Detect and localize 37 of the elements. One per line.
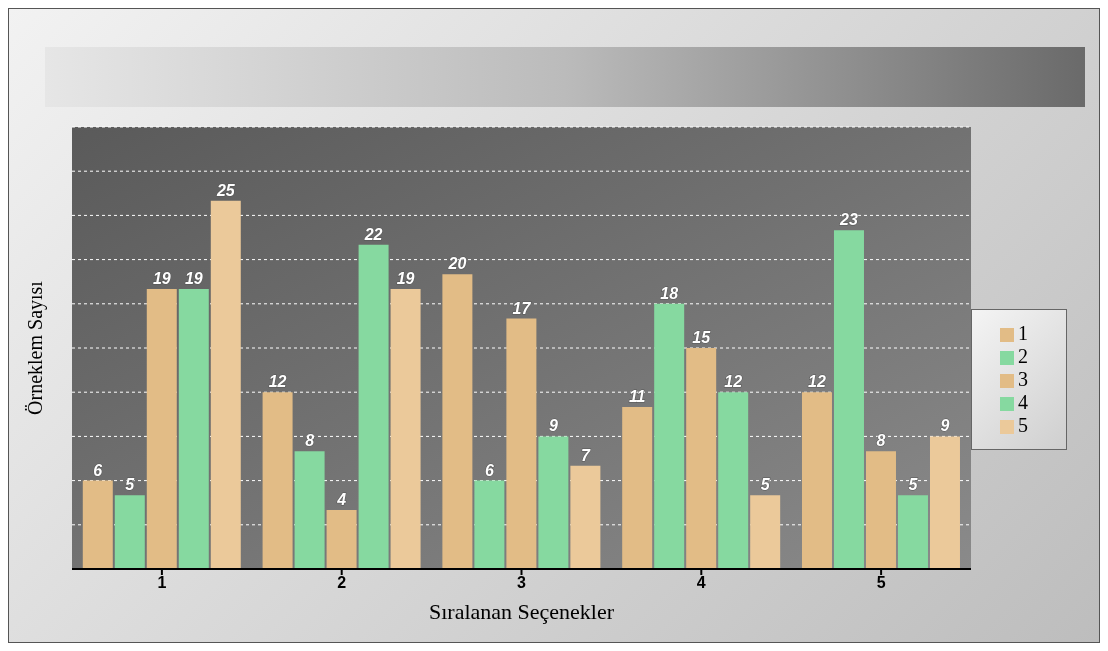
data-label: 19 — [184, 270, 203, 288]
data-label: 5 — [760, 476, 771, 494]
legend-label: 2 — [1018, 344, 1028, 367]
data-label: 23 — [839, 211, 858, 229]
data-label: 6 — [484, 461, 494, 479]
data-label: 6 — [93, 461, 103, 479]
data-label: 12 — [724, 373, 743, 391]
x-tick-label: 4 — [696, 574, 706, 592]
data-label: 19 — [396, 270, 415, 288]
data-label: 4 — [336, 491, 347, 509]
legend-label: 3 — [1018, 367, 1028, 390]
data-label: 15 — [692, 329, 712, 346]
data-label: 11 — [628, 387, 646, 405]
data-label: 19 — [152, 270, 171, 288]
x-tick-label: 5 — [876, 574, 886, 592]
data-label: 22 — [363, 225, 383, 243]
legend-label: 1 — [1018, 321, 1028, 344]
data-label: 18 — [660, 284, 679, 302]
y-axis-title: Örneklem Sayısı — [24, 280, 48, 415]
data-label: 12 — [808, 373, 826, 391]
data-label: 9 — [548, 417, 558, 435]
data-label: 5 — [125, 476, 136, 494]
data-label: 25 — [215, 181, 236, 199]
data-label: 9 — [940, 417, 950, 435]
data-label: 8 — [876, 432, 886, 450]
legend-label: 5 — [1018, 413, 1028, 436]
x-tick-label: 3 — [517, 574, 527, 592]
data-label: 5 — [908, 476, 919, 494]
data-label: 17 — [512, 299, 532, 317]
legend-label: 4 — [1018, 390, 1028, 413]
data-label: 8 — [305, 432, 315, 450]
x-tick-label: 2 — [337, 574, 347, 592]
x-axis-title: Sıralanan Seçenekler — [428, 599, 615, 624]
x-tick-label: 1 — [157, 574, 167, 592]
data-label: 12 — [268, 373, 287, 391]
data-label: 7 — [580, 446, 591, 464]
data-label: 20 — [447, 255, 467, 273]
